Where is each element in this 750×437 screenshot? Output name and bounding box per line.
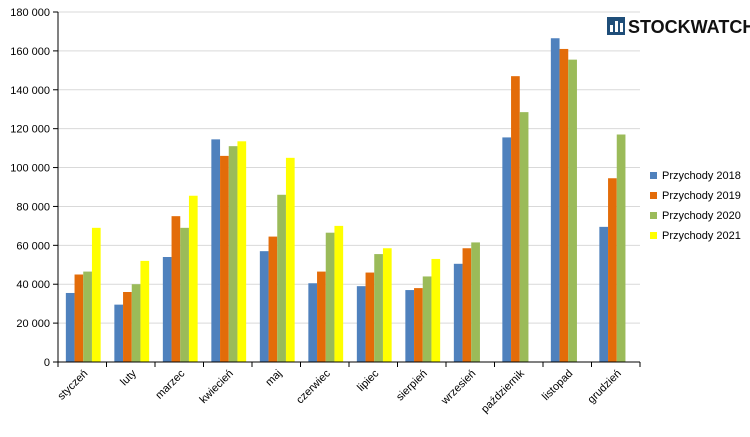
y-tick-label: 0	[44, 357, 50, 369]
x-tick-label: marzec	[153, 367, 187, 401]
bar	[74, 274, 84, 362]
grid-layer	[58, 11, 640, 324]
legend-label: Przychody 2018	[662, 170, 741, 182]
x-tick-label: listopad	[540, 368, 575, 403]
bar	[237, 141, 247, 362]
legend-swatch	[650, 212, 657, 219]
legend-label: Przychody 2019	[662, 190, 741, 202]
bar	[608, 178, 617, 362]
bar	[405, 290, 415, 362]
bar	[188, 195, 198, 362]
bar	[162, 257, 172, 362]
bars-layer	[65, 38, 626, 363]
stockwatch-logo-icon	[607, 17, 625, 35]
bar	[462, 248, 472, 362]
bar	[317, 271, 326, 362]
y-tick-label: 40 000	[16, 279, 50, 291]
bar	[228, 146, 238, 362]
bar	[180, 227, 189, 362]
bar	[259, 251, 269, 362]
axes-layer	[53, 11, 641, 367]
x-tick-label: maj	[263, 368, 284, 389]
x-tick-label: lipiec	[355, 367, 382, 394]
legend-label: Przychody 2020	[662, 210, 741, 222]
bar	[599, 226, 609, 362]
stockwatch-logo: STOCKWATCH	[607, 17, 750, 37]
y-tick-label: 140 000	[10, 85, 50, 97]
bar	[453, 263, 463, 362]
bar	[471, 242, 480, 362]
bar	[268, 236, 278, 362]
y-tick-label: 80 000	[16, 201, 50, 213]
x-tick-label: czerwiec	[294, 367, 333, 406]
bar	[220, 155, 229, 362]
bar	[559, 48, 569, 362]
x-tick-label: grudzień	[586, 368, 624, 406]
y-tick-label: 100 000	[10, 163, 50, 175]
bar	[382, 248, 392, 362]
legend-swatch	[650, 192, 657, 199]
x-tick-label: styczeń	[56, 368, 91, 403]
bar	[334, 225, 344, 362]
x-tick-label: wrzesień	[438, 368, 478, 408]
bar	[365, 272, 375, 362]
legend-swatch	[650, 232, 657, 239]
bar	[211, 139, 221, 362]
bar	[414, 288, 423, 362]
x-tick-label: październik	[479, 367, 527, 415]
legend: Przychody 2018 Przychody 2019 Przychody 20…	[650, 170, 741, 242]
bar	[285, 157, 295, 362]
logo-text: STOCKWATCH	[628, 17, 750, 37]
bar	[131, 284, 141, 362]
bar	[308, 283, 318, 362]
x-tick-label: sierpień	[394, 368, 430, 404]
legend-swatch	[650, 172, 657, 179]
x-tick-label: luty	[118, 367, 139, 388]
y-tick-label: 60 000	[16, 240, 50, 252]
bar	[356, 286, 366, 362]
bar	[422, 276, 432, 362]
bar	[83, 271, 92, 362]
legend-label: Przychody 2021	[662, 230, 741, 242]
bar	[568, 59, 577, 363]
bar	[550, 38, 560, 362]
y-tick-label: 160 000	[10, 46, 50, 58]
bar	[325, 232, 335, 362]
bar	[65, 292, 75, 362]
bar	[171, 216, 181, 362]
bar	[502, 137, 512, 362]
bar	[616, 134, 626, 362]
y-tick-label: 120 000	[10, 124, 50, 136]
bar	[511, 76, 520, 363]
y-tick-label: 20 000	[16, 318, 50, 330]
bar	[519, 112, 529, 362]
bar	[114, 304, 124, 362]
bar	[91, 227, 101, 362]
x-tick-label: kwiecień	[198, 368, 236, 406]
y-tick-label: 180 000	[10, 7, 50, 19]
bar	[374, 254, 383, 362]
bar	[431, 258, 441, 362]
bar	[123, 292, 132, 362]
bar	[140, 260, 150, 362]
bar	[277, 194, 286, 362]
